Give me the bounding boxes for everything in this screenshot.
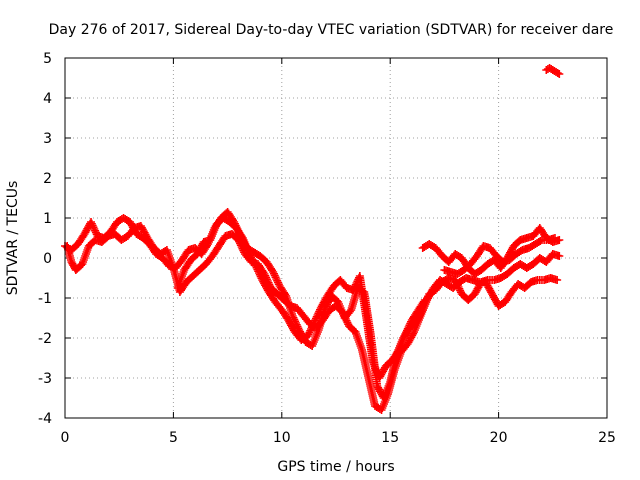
data-point: [254, 267, 263, 276]
data-point: [402, 328, 411, 337]
data-point: [342, 316, 351, 325]
data-point: [555, 236, 564, 244]
data-point: [269, 269, 278, 278]
x-tick-label: 15: [381, 430, 399, 446]
data-point: [405, 321, 414, 330]
y-tick-label: -3: [38, 371, 52, 387]
data-point: [270, 271, 279, 280]
data-point: [311, 316, 320, 325]
x-tick-label: 0: [61, 430, 70, 446]
data-point: [269, 268, 278, 276]
data-point: [251, 262, 260, 270]
data-point: [313, 311, 322, 319]
x-tick-label: 20: [490, 430, 508, 446]
data-point: [271, 273, 280, 282]
series-track-c: [173, 214, 429, 382]
series-track-f: [542, 64, 564, 78]
data-point: [349, 286, 358, 294]
axis-ticks: 0 5 10 15 20 25 -4 -3 -2 -1 0 1 2 3 4 5: [38, 51, 616, 446]
data-point: [308, 321, 317, 330]
data-point: [307, 323, 316, 332]
data-point: [314, 309, 323, 318]
x-tick-label: 10: [273, 430, 291, 446]
data-point: [550, 234, 559, 242]
data-point: [91, 226, 100, 235]
y-tick-label: -1: [38, 291, 52, 307]
data-point: [87, 219, 96, 228]
data-point: [456, 286, 465, 295]
data-point: [306, 326, 315, 335]
data-point: [255, 270, 264, 279]
data-point: [403, 326, 412, 335]
data-point: [555, 70, 564, 78]
data-point: [420, 296, 429, 304]
data-point: [404, 323, 413, 331]
data-point: [409, 329, 418, 338]
data-point: [350, 284, 359, 293]
chart-title: Day 276 of 2017, Sidereal Day-to-day VTE…: [49, 22, 614, 38]
data-point: [88, 221, 97, 230]
data-point: [256, 272, 265, 281]
y-tick-label: 3: [43, 131, 52, 147]
data-point: [419, 297, 428, 306]
data-point: [340, 311, 349, 320]
series-track-a: [61, 208, 564, 402]
plot-frame: [64, 57, 608, 419]
x-axis-label: GPS time / hours: [277, 459, 394, 475]
data-point: [311, 314, 320, 323]
data-point: [89, 223, 98, 232]
y-axis-label: SDTVAR / TECUs: [5, 181, 21, 296]
data-point: [401, 330, 410, 338]
data-point: [341, 315, 350, 323]
data-point: [252, 263, 261, 272]
data-point: [553, 69, 562, 77]
x-tick-label: 25: [598, 430, 616, 446]
data-markers: [61, 64, 564, 414]
data-point: [303, 332, 312, 340]
data-point: [309, 319, 318, 328]
data-point: [273, 276, 282, 285]
data-point: [343, 318, 352, 327]
data-point: [536, 237, 545, 245]
grid-lines: [65, 58, 607, 418]
y-tick-label: 2: [43, 171, 52, 187]
data-point: [312, 312, 321, 321]
data-point: [304, 330, 313, 339]
y-tick-label: -2: [38, 331, 52, 347]
series-track-e: [440, 234, 559, 278]
data-point: [403, 324, 412, 333]
data-point: [255, 269, 264, 277]
data-point: [253, 265, 262, 274]
data-point: [553, 276, 562, 284]
x-tick-label: 5: [169, 430, 178, 446]
data-point: [339, 309, 348, 318]
y-tick-label: 0: [43, 251, 52, 267]
data-point: [87, 218, 96, 226]
y-tick-label: 1: [43, 211, 52, 227]
data-point: [555, 252, 564, 260]
data-point: [307, 325, 316, 333]
data-point: [338, 308, 347, 316]
data-point: [305, 328, 314, 337]
y-tick-label: -4: [38, 411, 52, 427]
data-point: [274, 278, 283, 287]
data-point: [406, 319, 415, 328]
data-point: [340, 313, 349, 322]
data-point: [315, 307, 324, 316]
data-point: [90, 225, 99, 233]
y-tick-label: 5: [43, 51, 52, 67]
data-point: [310, 318, 319, 326]
y-tick-label: 4: [43, 91, 52, 107]
data-point: [272, 275, 281, 283]
